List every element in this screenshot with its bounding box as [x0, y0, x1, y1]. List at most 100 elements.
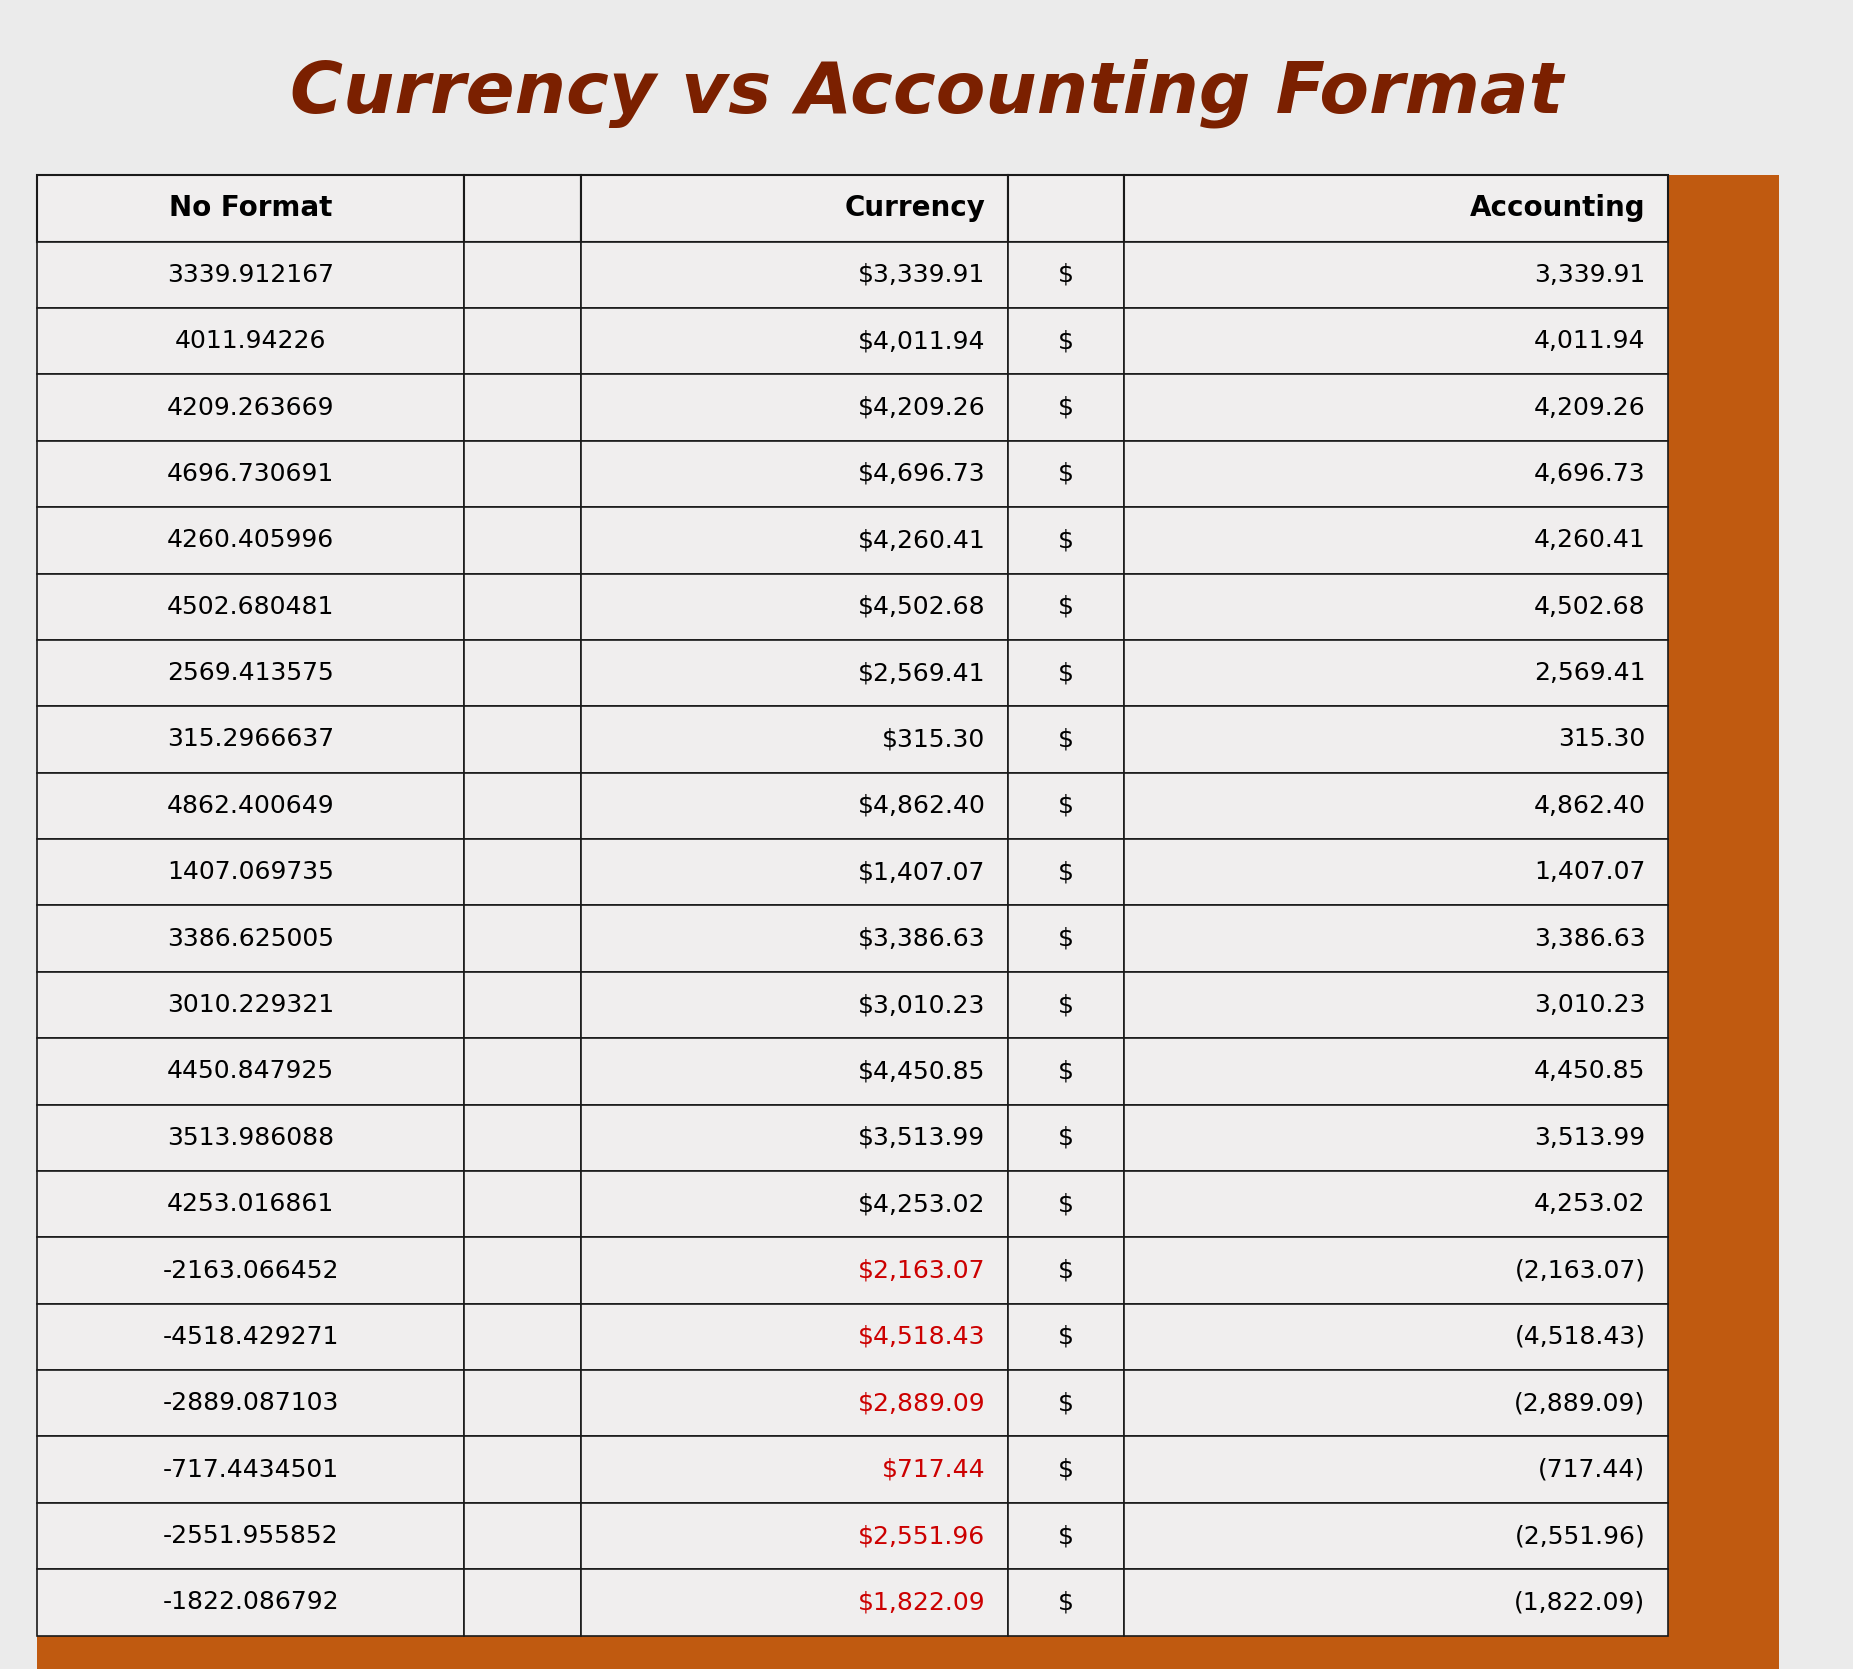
Text: $3,513.99: $3,513.99 [858, 1127, 986, 1150]
Bar [1125, 507, 1668, 574]
Bar [463, 639, 580, 706]
Text: 4,696.73: 4,696.73 [1534, 462, 1645, 486]
Bar [1125, 574, 1668, 639]
Text: 4862.400649: 4862.400649 [167, 794, 334, 818]
Text: $4,253.02: $4,253.02 [858, 1192, 986, 1217]
Text: $2,889.09: $2,889.09 [858, 1392, 986, 1415]
Bar [1008, 507, 1125, 574]
Text: $315.30: $315.30 [882, 728, 986, 751]
Text: 4502.680481: 4502.680481 [167, 594, 334, 619]
Bar [1125, 1437, 1668, 1502]
Bar [580, 309, 1008, 374]
Bar [37, 242, 463, 309]
Bar [37, 309, 463, 374]
Text: $2,163.07: $2,163.07 [858, 1258, 986, 1282]
Bar [1125, 1502, 1668, 1569]
Text: $4,862.40: $4,862.40 [858, 794, 986, 818]
Bar [1125, 1237, 1668, 1303]
Text: Accounting: Accounting [1469, 194, 1645, 222]
Text: 4,502.68: 4,502.68 [1534, 594, 1645, 619]
Bar [1125, 706, 1668, 773]
Text: $4,209.26: $4,209.26 [858, 396, 986, 419]
Text: $4,450.85: $4,450.85 [858, 1060, 986, 1083]
Text: $: $ [1058, 1392, 1075, 1415]
Bar [580, 1172, 1008, 1237]
Text: 3,513.99: 3,513.99 [1534, 1127, 1645, 1150]
Text: (2,889.09): (2,889.09) [1514, 1392, 1645, 1415]
Text: $: $ [1058, 262, 1075, 287]
Bar [580, 840, 1008, 905]
Bar [580, 574, 1008, 639]
Bar [463, 840, 580, 905]
Bar [1125, 374, 1668, 441]
Text: 315.30: 315.30 [1558, 728, 1645, 751]
Bar [37, 639, 463, 706]
Text: $: $ [1058, 1457, 1075, 1482]
Bar [463, 374, 580, 441]
Bar [1125, 1370, 1668, 1437]
Bar [1125, 175, 1668, 242]
Text: $: $ [1058, 1524, 1075, 1549]
Bar [1008, 374, 1125, 441]
Bar [37, 1437, 463, 1502]
Bar [580, 175, 1008, 242]
Text: 4,450.85: 4,450.85 [1534, 1060, 1645, 1083]
Text: 4,260.41: 4,260.41 [1534, 529, 1645, 552]
Text: (4,518.43): (4,518.43) [1514, 1325, 1645, 1349]
Text: 4696.730691: 4696.730691 [167, 462, 334, 486]
Text: 4260.405996: 4260.405996 [167, 529, 334, 552]
Bar [463, 1303, 580, 1370]
Bar [463, 574, 580, 639]
Bar [37, 773, 463, 840]
Bar [1008, 1237, 1125, 1303]
Text: 1,407.07: 1,407.07 [1534, 860, 1645, 885]
Bar [1125, 1105, 1668, 1172]
Text: 4253.016861: 4253.016861 [167, 1192, 334, 1217]
Text: $: $ [1058, 1060, 1075, 1083]
Text: (717.44): (717.44) [1538, 1457, 1645, 1482]
Bar [1125, 1569, 1668, 1636]
Bar [1125, 905, 1668, 971]
Bar [1008, 574, 1125, 639]
Text: 3386.625005: 3386.625005 [167, 926, 334, 951]
Bar [37, 374, 463, 441]
Bar [1008, 309, 1125, 374]
Bar [580, 706, 1008, 773]
Bar [37, 574, 463, 639]
Bar [37, 1303, 463, 1370]
Bar [1125, 1303, 1668, 1370]
Text: $: $ [1058, 728, 1075, 751]
Bar [37, 1502, 463, 1569]
Bar [1125, 1038, 1668, 1105]
Text: 3,386.63: 3,386.63 [1534, 926, 1645, 951]
Bar [1008, 773, 1125, 840]
Text: $3,339.91: $3,339.91 [858, 262, 986, 287]
Bar [580, 441, 1008, 507]
Text: $2,551.96: $2,551.96 [858, 1524, 986, 1549]
Bar [37, 1038, 463, 1105]
Bar [1008, 639, 1125, 706]
Bar [1668, 175, 1779, 1669]
Bar [37, 706, 463, 773]
Bar [1125, 773, 1668, 840]
Bar [37, 1237, 463, 1303]
Bar [580, 1303, 1008, 1370]
Bar [37, 905, 463, 971]
Text: $: $ [1058, 860, 1075, 885]
Text: $: $ [1058, 1591, 1075, 1614]
Bar [1008, 1303, 1125, 1370]
Text: (1,822.09): (1,822.09) [1514, 1591, 1645, 1614]
Text: $3,010.23: $3,010.23 [858, 993, 986, 1016]
Bar [37, 1370, 463, 1437]
Text: $: $ [1058, 1127, 1075, 1150]
Bar [1125, 309, 1668, 374]
Bar [580, 1105, 1008, 1172]
Text: 4011.94226: 4011.94226 [174, 329, 326, 354]
Text: -4518.429271: -4518.429271 [163, 1325, 339, 1349]
Text: (2,163.07): (2,163.07) [1514, 1258, 1645, 1282]
Bar [37, 1569, 463, 1636]
Bar [463, 971, 580, 1038]
Bar [1125, 971, 1668, 1038]
Text: -2163.066452: -2163.066452 [163, 1258, 339, 1282]
Bar [580, 971, 1008, 1038]
